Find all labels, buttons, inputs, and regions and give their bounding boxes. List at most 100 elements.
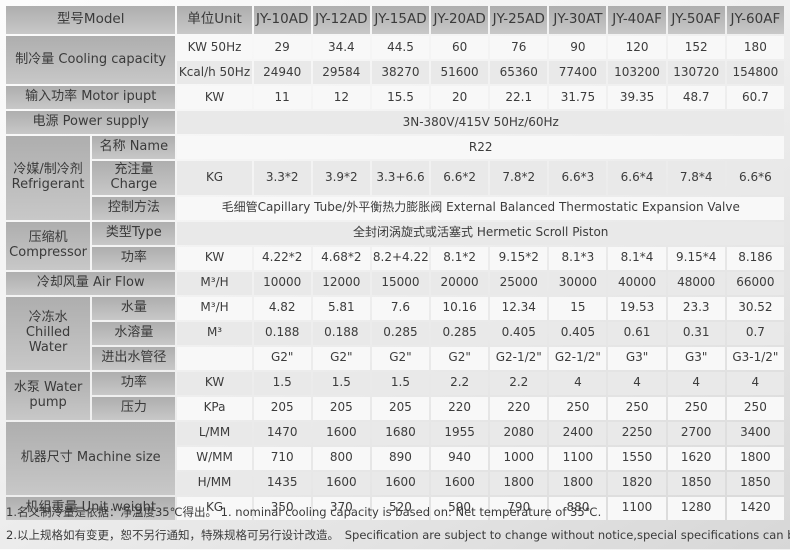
unit-header-cell: 单位Unit xyxy=(177,6,252,34)
unit-cell-cooling-kw: KW 50Hz xyxy=(177,36,252,59)
footnote-2: 2.以上规格如有变更，恕不另行通知，特殊规格可另行设计改造。 Specifica… xyxy=(6,528,790,542)
spec-value-cell: 2.2 xyxy=(490,371,548,395)
spec-value-cell: G3-1/2" xyxy=(726,346,784,370)
spec-value-cell: 15 xyxy=(549,296,607,320)
unit-cell-air-flow: M³/H xyxy=(177,271,252,295)
spec-value-cell: 1600 xyxy=(431,471,489,495)
spec-value-cell: 1600 xyxy=(371,471,430,495)
spec-value-cell: 6.6*6 xyxy=(726,161,784,195)
spec-value-cell: 40000 xyxy=(608,271,666,295)
spec-value-cell: 0.61 xyxy=(608,321,666,345)
unit-cell-motor-input: KW xyxy=(177,86,252,109)
unit-cell-pump-pressure: KPa xyxy=(177,396,252,420)
spec-value-cell: 11 xyxy=(253,86,311,109)
spec-value-cell: 51600 xyxy=(431,61,489,84)
spec-value-cell: 6.6*2 xyxy=(431,161,489,195)
spec-value-cell: 44.5 xyxy=(371,36,430,59)
spec-value-cell: 250 xyxy=(608,396,666,420)
model-column-header: JY-30AT xyxy=(549,6,607,34)
spec-value-cell: 890 xyxy=(371,446,430,470)
sub-label-pump-pressure: 压力 xyxy=(92,396,176,420)
spec-value-cell: 60 xyxy=(431,36,489,59)
spec-value-cell: 7.6 xyxy=(371,296,430,320)
row-label-chilled-water: 冷冻水 Chilled Water xyxy=(6,296,91,370)
spec-value-cell: 3.3+6.6 xyxy=(371,161,430,195)
spec-value-cell: G2-1/2" xyxy=(549,346,607,370)
spec-value-cell: 220 xyxy=(490,396,548,420)
spec-value-cell: 130720 xyxy=(667,61,725,84)
row-pump-pressure: 压力 KPa 205 205 205 220 220 250 250 250 250 xyxy=(6,396,784,420)
spec-value-cell: 0.31 xyxy=(667,321,725,345)
row-chilled-water-volume: 水溶量 M³ 0.188 0.188 0.285 0.285 0.405 0.405 0.6… xyxy=(6,321,784,345)
spec-value-cell: 29 xyxy=(253,36,311,59)
footnotes: 1.名义制冷量是依据：净温度35℃得出。 1. nominal cooling … xyxy=(6,504,790,550)
spec-value-cell: 8.1*2 xyxy=(431,246,489,270)
row-refrigerant-control: 控制方法 毛细管Capillary Tube/外平衡热力膨胀阀 External… xyxy=(6,196,784,220)
footnote-1: 1.名义制冷量是依据：净温度35℃得出。 1. nominal cooling … xyxy=(6,505,602,519)
unit-cell-water-flow: M³/H xyxy=(177,296,252,320)
row-label-motor-input: 输入功率 Motor ipupt xyxy=(6,86,176,109)
spec-value-cell: 520 xyxy=(371,496,430,520)
row-machine-height: H/MM 1435 1600 1600 1600 1800 1800 1820 1850 185… xyxy=(6,471,784,495)
unit-cell-water-pipe xyxy=(177,346,252,370)
spec-value-cell: 1.5 xyxy=(371,371,430,395)
unit-cell-machine-length: L/MM xyxy=(177,421,252,445)
spec-value-cell: 30.52 xyxy=(726,296,784,320)
spec-value-cell: 1.5 xyxy=(312,371,370,395)
unit-cell-water-volume: M³ xyxy=(177,321,252,345)
spec-value-cell: 48000 xyxy=(667,271,725,295)
spec-value-cell: 0.405 xyxy=(490,321,548,345)
spec-value-cell: 590 xyxy=(431,496,489,520)
model-column-header: JY-10AD xyxy=(253,6,311,34)
spec-value-cell: 29584 xyxy=(312,61,370,84)
row-chilled-water-pipe: 进出水管径 G2" G2" G2" G2" G2-1/2" G2-1/2" G3" G3" G3… xyxy=(6,346,784,370)
spec-value-cell: 65360 xyxy=(490,61,548,84)
spec-value-cell: 9.15*4 xyxy=(667,246,725,270)
spec-value-cell: 34.4 xyxy=(312,36,370,59)
spec-value-cell: 2700 xyxy=(667,421,725,445)
spec-value-cell: 1550 xyxy=(608,446,666,470)
unit-cell-cooling-kcal: Kcal/h 50Hz xyxy=(177,61,252,84)
spec-value-cell: 180 xyxy=(726,36,784,59)
row-power-supply: 电源 Power supply 3N-380V/415V 50Hz/60Hz xyxy=(6,111,784,134)
spec-value-cell: 22.1 xyxy=(490,86,548,109)
row-compressor-type: 压缩机 Compressor 类型Type 全封闭涡旋式或活塞式 Hermeti… xyxy=(6,221,784,270)
spec-value-cell: 38270 xyxy=(371,61,430,84)
spec-value-cell: 1850 xyxy=(667,471,725,495)
spec-value-cell: 3.9*2 xyxy=(312,161,370,195)
spec-value-cell: 4 xyxy=(549,371,607,395)
spec-value-cell: 1100 xyxy=(549,446,607,470)
spec-value-cell: 10000 xyxy=(253,271,311,295)
spec-value-cell: 7.8*4 xyxy=(667,161,725,195)
spec-value-cell: 90 xyxy=(549,36,607,59)
spec-value-cell: G2" xyxy=(431,346,489,370)
row-label-power-supply: 电源 Power supply xyxy=(6,111,176,134)
sub-label-refrigerant-control: 控制方法 xyxy=(92,196,176,220)
spec-value-cell: 1800 xyxy=(726,446,784,470)
spec-value-cell: 3400 xyxy=(726,421,784,445)
spec-value-cell: 120 xyxy=(608,36,666,59)
sub-label-refrigerant-charge: 充注量 Charge xyxy=(92,161,176,195)
compressor-type-value: 全封闭涡旋式或活塞式 Hermetic Scroll Piston xyxy=(177,221,784,245)
spec-value-cell: 1420 xyxy=(726,496,784,520)
row-air-flow: 冷却风量 Air Flow M³/H 10000 12000 15000 20000 2… xyxy=(6,271,784,295)
row-compressor-power: 功率 KW 4.22*2 4.68*2 8.2+4.22 8.1*2 9.15*2 8.1… xyxy=(6,246,784,270)
spec-value-cell: 205 xyxy=(253,396,311,420)
spec-value-cell: 6.6*3 xyxy=(549,161,607,195)
spec-value-cell: 2400 xyxy=(549,421,607,445)
row-machine-length: 机器尺寸 Machine size L/MM 1470 1600 1680 1955 2… xyxy=(6,421,784,495)
spec-value-cell: 250 xyxy=(549,396,607,420)
row-cooling-kw: 制冷量 Cooling capacity KW 50Hz 29 34.4 44.5 6… xyxy=(6,36,784,84)
row-refrigerant-name: 冷媒/制冷剂 Refrigerant 名称 Name R22 xyxy=(6,136,784,220)
spec-value-cell: 20 xyxy=(431,86,489,109)
spec-value-cell: 76 xyxy=(490,36,548,59)
model-column-header: JY-12AD xyxy=(312,6,370,34)
model-header-cell: 型号Model xyxy=(6,6,176,34)
spec-value-cell: 24940 xyxy=(253,61,311,84)
spec-value-cell: G3" xyxy=(608,346,666,370)
spec-value-cell: 4 xyxy=(726,371,784,395)
spec-value-cell: 7.8*2 xyxy=(490,161,548,195)
spec-value-cell: 77400 xyxy=(549,61,607,84)
unit-cell-compressor-power: KW xyxy=(177,246,252,270)
spec-value-cell: 0.7 xyxy=(726,321,784,345)
